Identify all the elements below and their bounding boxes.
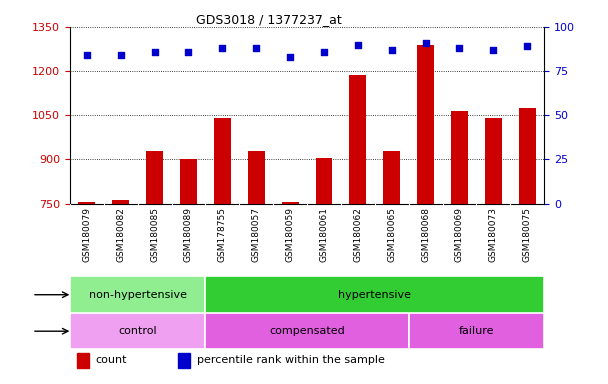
Bar xyxy=(383,151,400,204)
Text: GSM178755: GSM178755 xyxy=(218,207,227,262)
Point xyxy=(150,48,159,55)
Text: non-hypertensive: non-hypertensive xyxy=(89,290,187,300)
Bar xyxy=(519,108,536,204)
Text: GSM180069: GSM180069 xyxy=(455,207,464,262)
Point xyxy=(421,40,430,46)
Bar xyxy=(451,111,468,204)
Text: GSM180075: GSM180075 xyxy=(523,207,532,262)
Text: GSM180085: GSM180085 xyxy=(150,207,159,262)
Text: count: count xyxy=(95,356,127,366)
Point xyxy=(522,43,532,50)
Point xyxy=(488,47,498,53)
Point xyxy=(116,52,126,58)
Text: GSM180082: GSM180082 xyxy=(116,207,125,262)
Bar xyxy=(214,118,231,204)
Text: compensated: compensated xyxy=(269,326,345,336)
Text: GSM180079: GSM180079 xyxy=(82,207,91,262)
Bar xyxy=(180,159,197,204)
Text: failure: failure xyxy=(458,326,494,336)
Point xyxy=(455,45,465,51)
Bar xyxy=(350,75,366,204)
Bar xyxy=(316,158,333,204)
Bar xyxy=(282,202,299,204)
Title: GDS3018 / 1377237_at: GDS3018 / 1377237_at xyxy=(196,13,342,26)
Bar xyxy=(112,200,129,204)
Bar xyxy=(409,313,544,349)
Text: GSM180068: GSM180068 xyxy=(421,207,430,262)
Text: GSM180089: GSM180089 xyxy=(184,207,193,262)
Text: GSM180065: GSM180065 xyxy=(387,207,396,262)
Text: GSM180061: GSM180061 xyxy=(319,207,328,262)
Point xyxy=(387,47,396,53)
Point xyxy=(82,52,92,58)
Bar xyxy=(78,202,95,204)
Bar xyxy=(70,313,206,349)
Text: control: control xyxy=(119,326,157,336)
Text: percentile rank within the sample: percentile rank within the sample xyxy=(197,356,385,366)
Bar xyxy=(70,276,206,313)
Bar xyxy=(248,151,264,204)
Text: GSM180062: GSM180062 xyxy=(353,207,362,262)
Bar xyxy=(485,118,502,204)
Bar xyxy=(206,276,544,313)
Text: hypertensive: hypertensive xyxy=(338,290,411,300)
Text: GSM180057: GSM180057 xyxy=(252,207,261,262)
Point xyxy=(184,48,193,55)
Point xyxy=(251,45,261,51)
Point xyxy=(353,41,363,48)
Bar xyxy=(146,151,163,204)
Point xyxy=(319,48,329,55)
Bar xyxy=(417,45,434,204)
Bar xyxy=(178,353,190,369)
Text: GSM180073: GSM180073 xyxy=(489,207,498,262)
Bar xyxy=(77,353,89,369)
Text: GSM180059: GSM180059 xyxy=(286,207,295,262)
Point xyxy=(218,45,227,51)
Bar xyxy=(206,313,409,349)
Point xyxy=(285,54,295,60)
